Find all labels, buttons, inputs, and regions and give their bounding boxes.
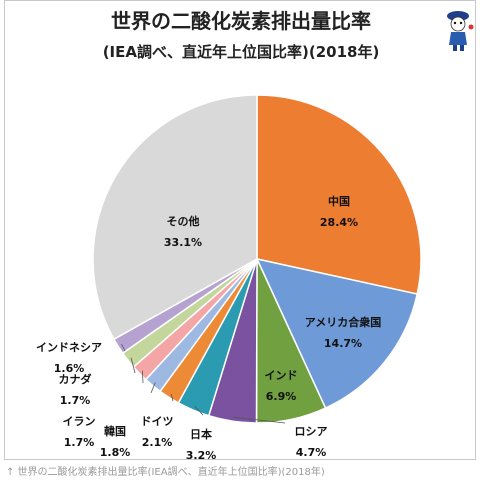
- leader-line-3: [232, 416, 286, 424]
- slice-value-1: 14.7%: [324, 337, 362, 350]
- chart-frame: 世界の二酸化炭素排出量比率 (IEA調べ、直近年上位国比率)(2018年) 中国…: [4, 0, 476, 461]
- slice-label-0: 中国: [328, 194, 350, 208]
- slice-value-2: 6.9%: [266, 390, 297, 403]
- slice-label-4: 日本: [190, 427, 212, 441]
- slice-value-6: 1.8%: [100, 446, 131, 459]
- leader-line-4: [194, 406, 204, 416]
- slice-label-6: 韓国: [104, 424, 126, 438]
- slice-label-3: ロシア: [295, 425, 328, 438]
- slice-value-8: 1.7%: [60, 394, 91, 407]
- slice-value-4: 3.2%: [186, 449, 217, 461]
- mascot-logo-icon: [447, 11, 474, 51]
- slice-label-1: アメリカ合衆国: [305, 315, 381, 329]
- leader-line-7: [141, 370, 144, 384]
- slice-label-10: その他: [167, 214, 200, 228]
- slice-value-3: 4.7%: [296, 446, 327, 459]
- slice-1: [255, 257, 419, 410]
- slice-label-8: カナダ: [59, 372, 92, 386]
- slice-label-7: イラン: [63, 415, 96, 428]
- figure-caption: ↑ 世界の二酸化炭素排出量比率(IEA調べ、直近年上位国比率)(2018年): [6, 467, 325, 478]
- slice-0: [256, 94, 422, 295]
- leader-line-9: [121, 343, 126, 352]
- slice-label-2: インド: [265, 369, 298, 382]
- chart-subtitle: (IEA調べ、直近年上位国比率)(2018年): [103, 43, 380, 61]
- slice-label-5: ドイツ: [141, 415, 174, 428]
- slice-value-0: 28.4%: [320, 216, 358, 229]
- slice-value-7: 1.7%: [64, 436, 95, 449]
- slice-value-5: 2.1%: [142, 436, 173, 449]
- slice-10: [92, 94, 258, 341]
- leader-line-8: [130, 357, 136, 374]
- slice-value-10: 33.1%: [164, 236, 202, 249]
- pie-slices: [92, 94, 422, 424]
- chart-title: 世界の二酸化炭素排出量比率: [111, 9, 371, 33]
- leader-line-5: [170, 393, 174, 402]
- slice-labels: 中国 28.4% アメリカ合衆国 14.7% インド 6.9% ロシア 4.7% 日本 3.2% ド…: [36, 194, 381, 461]
- pie-chart: 世界の二酸化炭素排出量比率 (IEA調べ、直近年上位国比率)(2018年) 中国…: [36, 9, 474, 461]
- slice-value-9: 1.6%: [54, 362, 85, 375]
- leader-lines: [121, 343, 286, 424]
- leader-line-6: [150, 382, 156, 394]
- slice-label-9: インドネシア: [36, 341, 102, 354]
